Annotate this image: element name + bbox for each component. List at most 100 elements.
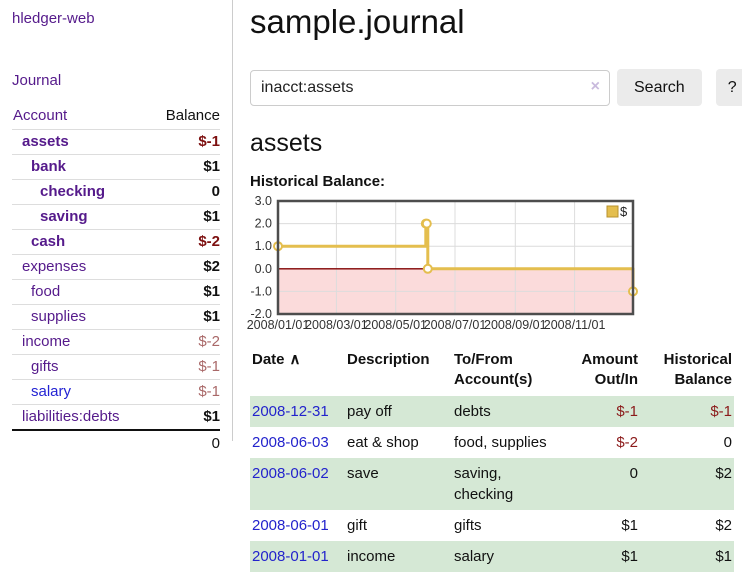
search-input[interactable] [250,70,610,106]
register-row[interactable]: 2008-12-31pay offdebts$-1$-1 [250,396,734,427]
account-link-cash[interactable]: cash [31,233,65,250]
sort-ascending-icon: ∧ [290,351,301,368]
account-balance: $-2 [149,330,220,355]
account-link-supplies[interactable]: supplies [31,308,86,325]
svg-text:0.0: 0.0 [255,262,272,276]
account-row: supplies $1 [12,305,220,330]
account-balance: $-1 [149,355,220,380]
accounts-header-balance: Balance [149,105,220,130]
account-balance: $1 [149,280,220,305]
register-row[interactable]: 2008-06-01giftgifts$1$2 [250,510,734,541]
account-row: income $-2 [12,330,220,355]
register-header-historical-balance: Historical Balance [640,348,734,396]
transaction-date-cell: 2008-01-01 [250,541,345,572]
search-form: × Search ? [250,69,742,106]
transaction-date-link[interactable]: 2008-01-01 [252,548,329,565]
account-name-cell: cash [12,230,149,255]
transaction-description: save [345,458,452,510]
transaction-balance: $1 [640,541,734,572]
transaction-date-cell: 2008-06-02 [250,458,345,510]
account-link-saving[interactable]: saving [40,208,88,225]
transaction-accounts: gifts [452,510,564,541]
help-button[interactable]: ? [716,69,742,106]
svg-text:2008/05/01: 2008/05/01 [364,318,427,332]
transaction-balance: $2 [640,458,734,510]
register-row[interactable]: 2008-06-03eat & shopfood, supplies$-20 [250,427,734,458]
account-row: assets $-1 [12,130,220,155]
svg-text:3.0: 3.0 [255,194,272,208]
transaction-date-link[interactable]: 2008-12-31 [252,403,329,420]
account-name-cell: expenses [12,255,149,280]
register-table: Date∧DescriptionTo/From Account(s)Amount… [250,348,734,572]
account-link-checking[interactable]: checking [40,183,105,200]
account-link-salary[interactable]: salary [31,383,71,400]
transaction-date-link[interactable]: 2008-06-01 [252,517,329,534]
accounts-total-spacer [12,430,149,456]
register-row[interactable]: 2008-06-02savesaving, checking0$2 [250,458,734,510]
transaction-accounts: debts [452,396,564,427]
sidebar-item-journal[interactable]: Journal [12,72,220,89]
accounts-header-row: Account Balance [12,105,220,130]
account-link-liabilities-debts[interactable]: liabilities:debts [22,408,120,425]
historical-balance-chart: 3.02.01.00.0-1.0-2.02008/01/012008/03/01… [250,197,742,333]
accounts-table: Account Balance assets$-1bank$1checking0… [12,105,220,456]
account-link-food[interactable]: food [31,283,60,300]
account-balance: $2 [149,255,220,280]
svg-text:2008/11/01: 2008/11/01 [544,318,606,332]
register-row[interactable]: 2008-01-01incomesalary$1$1 [250,541,734,572]
account-balance: $-1 [149,130,220,155]
svg-text:2008/09/01: 2008/09/01 [484,318,547,332]
account-name-cell: gifts [12,355,149,380]
clear-search-icon[interactable]: × [591,79,600,95]
accounts-header-account[interactable]: Account [12,105,149,130]
transaction-amount: $1 [564,541,640,572]
transaction-description: pay off [345,396,452,427]
account-heading: assets [250,129,742,158]
register-header-to-from-account-s-: To/From Account(s) [452,348,564,396]
account-row: cash $-2 [12,230,220,255]
account-balance: $1 [149,155,220,180]
account-balance: $-2 [149,230,220,255]
account-row: checking0 [12,180,220,205]
account-link-assets[interactable]: assets [22,133,69,150]
account-link-gifts[interactable]: gifts [31,358,59,375]
transaction-amount: 0 [564,458,640,510]
account-link-income[interactable]: income [22,333,70,350]
svg-text:2008/01/01: 2008/01/01 [247,318,310,332]
account-link-expenses[interactable]: expenses [22,258,86,275]
accounts-total-row: 0 [12,430,220,456]
transaction-accounts: salary [452,541,564,572]
account-balance: $1 [149,205,220,230]
account-name-cell: food [12,280,149,305]
svg-text:2008/07/01: 2008/07/01 [424,318,487,332]
account-balance: $1 [149,405,220,431]
main-content: sample.journal × Search ? assets Histori… [234,0,742,572]
account-row: bank $1 [12,155,220,180]
search-button[interactable]: Search [617,69,702,106]
svg-text:$: $ [620,204,628,219]
transaction-date-link[interactable]: 2008-06-03 [252,434,329,451]
transaction-amount: $1 [564,510,640,541]
transaction-date-link[interactable]: 2008-06-02 [252,465,329,482]
transaction-balance: $-1 [640,396,734,427]
account-name-cell: liabilities:debts [12,405,149,431]
app-brand-link[interactable]: hledger-web [12,10,220,27]
account-balance: $-1 [149,380,220,405]
sidebar: hledger-web Journal Account Balance asse… [0,0,233,441]
account-row: salary $-1 [12,380,220,405]
transaction-date-cell: 2008-06-03 [250,427,345,458]
register-header-description: Description [345,348,452,396]
account-link-bank[interactable]: bank [31,158,66,175]
svg-text:-1.0: -1.0 [250,284,272,298]
register-header-date[interactable]: Date∧ [250,348,345,396]
account-name-cell: assets [12,130,149,155]
register-header-amount-out-in: Amount Out/In [564,348,640,396]
account-row: gifts $-1 [12,355,220,380]
account-name-cell: salary [12,380,149,405]
transaction-balance: $2 [640,510,734,541]
account-balance: $1 [149,305,220,330]
transaction-amount: $-2 [564,427,640,458]
chart-title: Historical Balance: [250,173,742,190]
account-row: saving $1 [12,205,220,230]
transaction-date-cell: 2008-12-31 [250,396,345,427]
